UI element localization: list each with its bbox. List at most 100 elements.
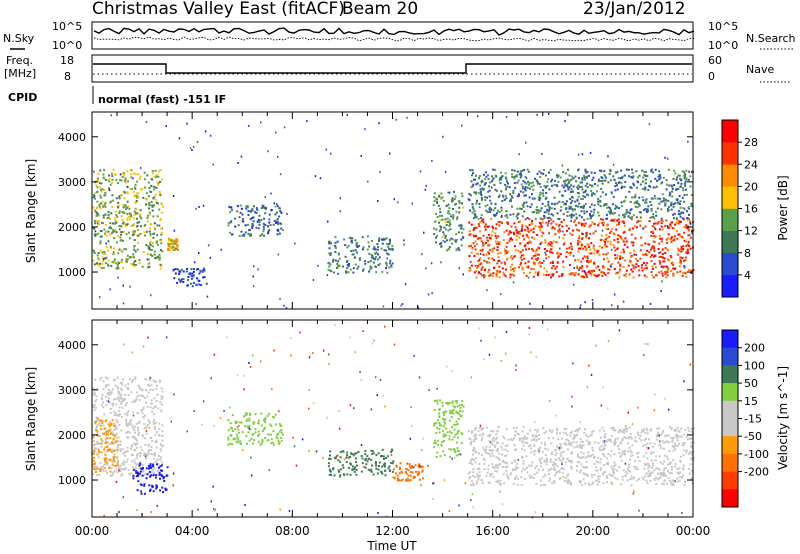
heatmap-cell-1-3 [270, 438, 273, 441]
heatmap-cell-1-3 [278, 422, 281, 425]
heatmap-cell-0-0 [118, 212, 121, 214]
heatmap-cell-0-0 [130, 215, 133, 218]
heatmap-cell-1-0 [97, 447, 100, 450]
heatmap-cell-1-0 [94, 406, 97, 409]
heatmap-cell-0-6 [542, 273, 545, 276]
heatmap-cell-0-4 [368, 252, 371, 255]
heatmap-cell-0-6 [565, 224, 568, 227]
heatmap-cell-1-3 [272, 415, 275, 418]
heatmap-cell-0-6 [571, 233, 574, 236]
heatmap-cell-0-6 [644, 225, 647, 228]
heatmap-cell-1-4 [386, 455, 389, 458]
heatmap-cell-0-7 [662, 176, 665, 179]
heatmap-cell-1-1 [93, 449, 95, 452]
heatmap-cell-0-6 [670, 262, 673, 265]
heatmap-scatter-0 [604, 179, 607, 182]
heatmap-cell-1-7 [671, 440, 674, 443]
heatmap-cell-1-0 [153, 405, 156, 408]
heatmap-cell-1-7 [674, 462, 677, 465]
heatmap-cell-1-7 [541, 451, 544, 454]
beam-label: Beam 20 [342, 0, 418, 19]
heatmap-cell-0-0 [136, 192, 139, 195]
heatmap-cell-0-0 [133, 195, 136, 197]
heatmap-cell-1-1 [105, 419, 108, 422]
heatmap-cell-1-6 [461, 404, 463, 406]
heatmap-cell-1-7 [566, 438, 569, 441]
heatmap-cell-1-7 [558, 469, 561, 472]
heatmap-cell-1-4 [327, 462, 330, 465]
heatmap-cell-1-7 [579, 444, 581, 447]
heatmap-cell-0-0 [133, 244, 136, 247]
heatmap-cell-0-7 [472, 183, 475, 186]
heatmap-cell-1-3 [257, 430, 260, 433]
heatmap-cell-1-4 [343, 474, 346, 477]
heatmap-cell-0-2 [197, 268, 200, 270]
heatmap-cell-1-7 [547, 469, 550, 472]
heatmap-scatter-0 [573, 283, 575, 286]
heatmap-cell-0-7 [621, 176, 623, 179]
heatmap-cell-0-7 [599, 201, 602, 203]
heatmap-cell-0-5 [449, 223, 452, 226]
heatmap-cell-0-6 [521, 266, 524, 269]
heatmap-cell-0-7 [589, 217, 592, 219]
heatmap-cell-1-7 [650, 459, 653, 462]
heatmap-cell-0-0 [149, 213, 152, 216]
heatmap-cell-1-7 [477, 478, 480, 481]
heatmap-cell-0-6 [589, 272, 592, 275]
heatmap-cell-0-5 [448, 239, 451, 242]
heatmap-cell-0-5 [454, 195, 457, 198]
heatmap-cell-1-7 [487, 452, 490, 455]
heatmap-cell-0-6 [604, 238, 607, 241]
heatmap-cell-0-0 [109, 233, 111, 236]
heatmap-cell-1-4 [339, 460, 342, 463]
heatmap-cell-0-3 [275, 221, 277, 224]
heatmap-cell-0-0 [111, 178, 114, 181]
heatmap-cell-1-7 [545, 457, 548, 460]
heatmap-cell-1-7 [576, 433, 579, 436]
heatmap-cell-0-0 [132, 253, 135, 256]
heatmap-cell-0-6 [539, 262, 542, 265]
heatmap-cell-0-5 [455, 210, 458, 213]
heatmap-cell-0-7 [603, 179, 606, 182]
heatmap-cell-1-0 [129, 431, 132, 434]
heatmap-cell-1-7 [477, 430, 480, 433]
heatmap-scatter-0 [444, 241, 446, 243]
heatmap-cell-0-4 [334, 247, 337, 250]
heatmap-cell-0-7 [546, 184, 549, 187]
heatmap-cell-0-6 [539, 265, 542, 268]
heatmap-cell-0-6 [630, 268, 633, 271]
heatmap-cell-0-6 [653, 247, 655, 250]
heatmap-cell-1-0 [147, 383, 150, 386]
heatmap-cell-0-5 [439, 211, 442, 214]
heatmap-cell-0-6 [619, 265, 622, 268]
heatmap-cell-0-6 [641, 264, 643, 267]
heatmap-cell-1-7 [690, 444, 692, 447]
heatmap-cell-1-4 [374, 462, 377, 465]
heatmap-cell-0-6 [630, 241, 633, 244]
heatmap-cell-1-7 [523, 435, 526, 438]
heatmap-cell-0-6 [474, 248, 477, 251]
heatmap-cell-0-0 [121, 172, 124, 175]
heatmap-cell-1-4 [333, 474, 336, 477]
heatmap-cell-0-5 [450, 237, 453, 240]
heatmap-scatter-0 [452, 197, 454, 199]
heatmap-cell-0-6 [640, 266, 643, 269]
heatmap-cell-0-6 [660, 256, 663, 258]
heatmap-cell-1-7 [469, 476, 471, 479]
heatmap-cell-1-4 [360, 455, 363, 457]
heatmap-cell-1-0 [151, 410, 154, 413]
heatmap-cell-1-7 [655, 476, 657, 479]
heatmap-cell-1-7 [525, 455, 528, 458]
heatmap-cell-0-7 [628, 175, 630, 178]
heatmap-cell-0-7 [584, 189, 587, 192]
heatmap-cell-0-7 [632, 184, 635, 187]
heatmap-cell-0-0 [161, 205, 164, 208]
heatmap-cell-1-0 [129, 421, 132, 423]
heatmap-cell-0-0 [159, 267, 162, 270]
heatmap-cell-1-7 [630, 475, 633, 478]
heatmap-cell-1-0 [114, 378, 117, 381]
heatmap-cell-0-7 [505, 186, 508, 189]
heatmap-cell-0-7 [584, 190, 587, 193]
heatmap-cell-0-0 [94, 197, 96, 200]
heatmap-cell-0-7 [669, 192, 672, 195]
